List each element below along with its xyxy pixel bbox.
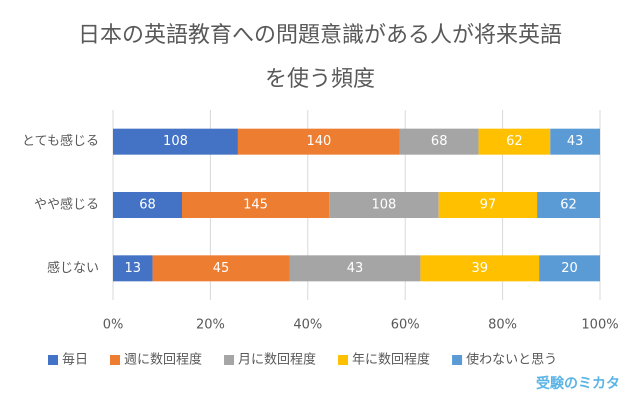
bar-segment (539, 255, 600, 282)
legend-swatch (110, 355, 121, 365)
legend-swatch (338, 355, 349, 365)
x-tick-label: 40% (293, 318, 322, 333)
legend-label: 週に数回程度 (124, 352, 202, 368)
legend-swatch (48, 355, 58, 365)
data-label: 43 (567, 134, 584, 149)
y-tick-label: とても感じる (22, 133, 99, 149)
data-label: 62 (506, 134, 523, 149)
x-tick-label: 0% (103, 318, 124, 333)
data-label: 13 (125, 261, 142, 276)
y-tick-label: やや感じる (34, 197, 99, 213)
bar-segment (399, 128, 479, 155)
bar-segment (113, 255, 153, 282)
data-label: 68 (139, 198, 156, 213)
x-tick-label: 100% (581, 318, 618, 333)
y-tick-label: 感じない (47, 260, 99, 276)
x-tick-label: 80% (488, 318, 517, 333)
legend-label: 毎日 (62, 352, 88, 368)
bar-segment (181, 192, 330, 218)
data-label: 68 (431, 134, 448, 149)
legend-label: 年に数回程度 (352, 352, 430, 368)
bar-segment (537, 192, 600, 218)
bar-segment (438, 192, 538, 218)
data-label: 62 (560, 198, 577, 213)
watermark: 受験のミカタ (536, 375, 620, 392)
bar-segment (329, 192, 439, 218)
legend-label: 使わないと思う (466, 352, 557, 368)
data-label: 145 (243, 198, 268, 213)
data-label: 39 (471, 261, 488, 276)
bar-segment (113, 192, 182, 218)
bar-segment (113, 128, 238, 155)
bar-segment (289, 255, 421, 282)
data-label: 45 (213, 261, 230, 276)
bar-segment (237, 128, 400, 155)
bar-segment (550, 128, 600, 155)
data-label: 43 (347, 261, 364, 276)
chart-title: 日本の英語教育への問題意識がある人が将来英語を使う頻度 (77, 23, 562, 92)
legend-label: 月に数回程度 (238, 352, 316, 368)
data-label: 108 (163, 134, 188, 149)
x-tick-label: 20% (196, 318, 225, 333)
data-label: 97 (480, 198, 497, 213)
bar-segment (478, 128, 551, 155)
data-label: 20 (561, 261, 578, 276)
data-label: 108 (371, 198, 396, 213)
bar-segment (420, 255, 540, 282)
x-tick-label: 60% (391, 318, 420, 333)
bar-segment (152, 255, 290, 282)
legend-swatch (224, 355, 235, 365)
legend-swatch (452, 355, 463, 365)
data-label: 140 (306, 134, 331, 149)
